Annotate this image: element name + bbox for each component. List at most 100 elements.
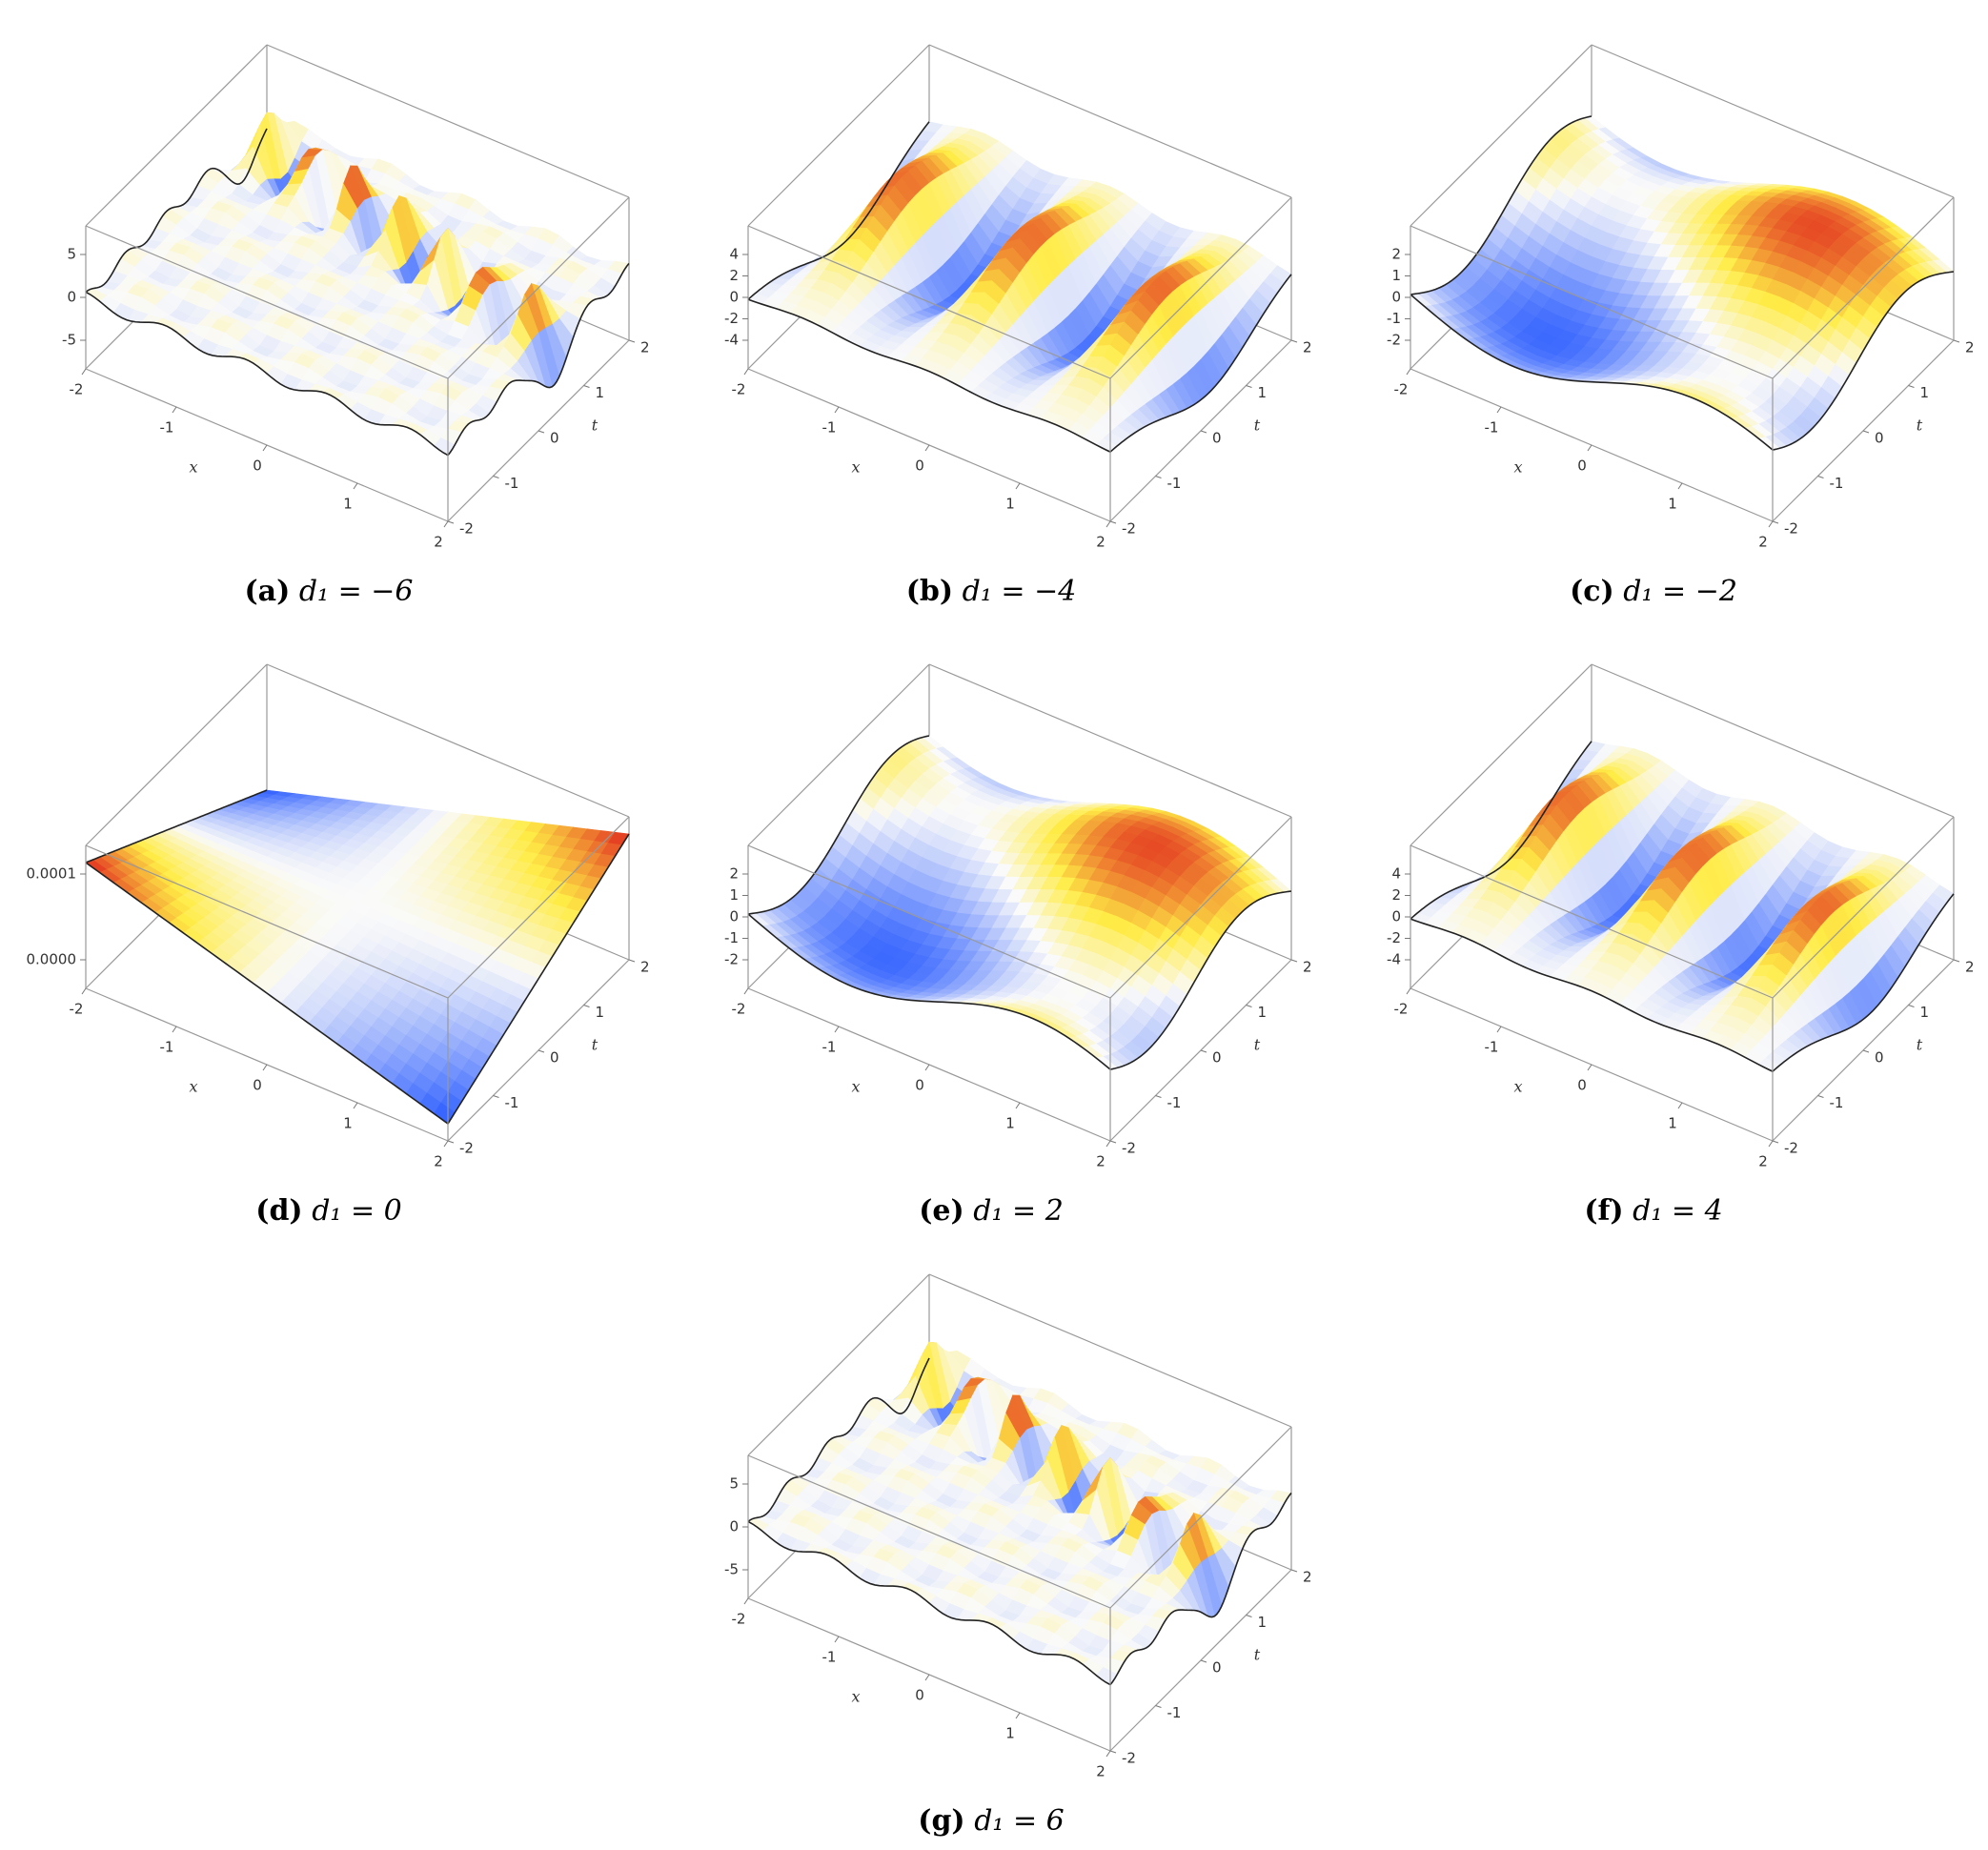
x-tick (924, 1064, 930, 1071)
t-tick-label: 0 (1212, 430, 1222, 447)
t-tick-label: 0 (1875, 1049, 1884, 1067)
box-edge (1591, 44, 1955, 198)
z-tick-label: 2 (729, 267, 739, 284)
caption-text: d₁ = −6 (299, 575, 414, 608)
box-edge (85, 44, 268, 227)
t-tick-label: 2 (1965, 339, 1975, 356)
t-tick (538, 1049, 545, 1053)
t-tick (1155, 1095, 1162, 1098)
x-tick (262, 1064, 268, 1071)
x-tick (262, 444, 268, 452)
x-tick (443, 1140, 449, 1148)
x-tick-label: -2 (1394, 1001, 1409, 1018)
x-tick (1587, 1064, 1592, 1071)
z-tick-label: -1 (1387, 310, 1401, 327)
t-tick-label: 1 (596, 384, 605, 401)
t-tick (1290, 959, 1298, 963)
z-tick-label: 1 (729, 886, 739, 904)
caption-text: d₁ = −2 (1623, 575, 1737, 608)
box-edge (266, 44, 630, 198)
caption: (a) d₁ = −6 (244, 575, 413, 608)
x-tick (1406, 368, 1411, 376)
t-tick (1772, 520, 1779, 524)
box-edge (747, 44, 930, 227)
t-tick-label: 2 (640, 339, 650, 356)
z-tick-label: 5 (67, 246, 76, 263)
caption-label: (b) (906, 575, 953, 608)
x-tick (1677, 482, 1683, 490)
t-tick-label: 0 (1875, 430, 1884, 447)
t-tick-label: -1 (505, 475, 519, 492)
z-tick-label: 2 (1391, 246, 1401, 263)
caption: (d) d₁ = 0 (255, 1194, 401, 1228)
x-tick-label: 2 (1758, 534, 1768, 551)
t-tick (447, 1140, 455, 1144)
x-axis-label: x (851, 458, 860, 477)
x-tick (1677, 1102, 1683, 1109)
box-edge (85, 844, 449, 999)
x-tick-label: 1 (1005, 1115, 1015, 1132)
x-axis-label: x (1513, 458, 1522, 477)
box-edge (747, 663, 930, 846)
t-tick-label: -2 (459, 520, 474, 538)
x-tick (443, 520, 449, 528)
caption: (f) d₁ = 4 (1584, 1194, 1722, 1228)
caption-text: d₁ = 2 (973, 1194, 1064, 1228)
caption: (e) d₁ = 2 (919, 1194, 1064, 1228)
x-tick-label: 0 (253, 1077, 262, 1094)
box-edge (928, 44, 1292, 198)
t-tick-label: 1 (1920, 384, 1930, 401)
t-tick-label: 0 (1212, 1049, 1222, 1067)
x-tick-label: 1 (1668, 1115, 1677, 1132)
t-tick-label: -1 (1830, 1094, 1844, 1111)
x-tick (1406, 987, 1411, 995)
caption-label: (f) (1584, 1194, 1623, 1228)
t-tick-label: -2 (459, 1140, 474, 1157)
x-tick-label: 2 (1096, 1153, 1106, 1170)
x-tick (1496, 1026, 1502, 1033)
x-tick-label: 1 (343, 496, 353, 513)
z-tick-label: 0 (1391, 908, 1401, 925)
z-tick-label: -5 (62, 332, 76, 349)
t-tick (1246, 385, 1252, 388)
z-tick-label: 1 (1391, 267, 1401, 284)
x-tick-label: 0 (915, 1077, 924, 1094)
z-tick-label: -2 (1387, 332, 1401, 349)
x-tick-label: -1 (822, 1039, 837, 1056)
x-tick (1106, 520, 1111, 528)
t-axis-label: t (1917, 417, 1923, 435)
z-tick-label: 4 (729, 246, 739, 263)
box-edge (928, 663, 1292, 818)
x-tick-label: -1 (1485, 1039, 1499, 1056)
z-tick-label: -2 (724, 310, 739, 327)
x-tick-label: -2 (732, 381, 746, 398)
x-tick (834, 1026, 840, 1033)
z-tick-label: 2 (729, 865, 739, 883)
surface-edge (85, 789, 268, 864)
surface-edge (85, 128, 268, 294)
z-tick-label: -2 (724, 951, 739, 968)
t-tick (628, 339, 636, 343)
t-tick (1200, 1049, 1207, 1053)
caption: (b) d₁ = −4 (906, 575, 1077, 608)
t-tick-label: -1 (1167, 475, 1182, 492)
t-tick-label: -2 (1784, 1140, 1798, 1157)
t-tick (1155, 476, 1162, 478)
t-tick (1246, 1005, 1252, 1007)
x-tick-label: -2 (1394, 381, 1409, 398)
z-tick-label: 0 (729, 908, 739, 925)
t-tick (1772, 1140, 1779, 1144)
z-tick-label: 0 (1391, 289, 1401, 306)
t-tick-label: 0 (550, 430, 559, 447)
box-edge (266, 663, 630, 818)
x-tick (81, 368, 87, 376)
x-tick-label: 2 (434, 534, 443, 551)
caption-label: (a) (244, 575, 290, 608)
x-axis-label: x (189, 1078, 197, 1096)
x-tick-label: 0 (1577, 1077, 1587, 1094)
t-tick (1200, 430, 1207, 434)
